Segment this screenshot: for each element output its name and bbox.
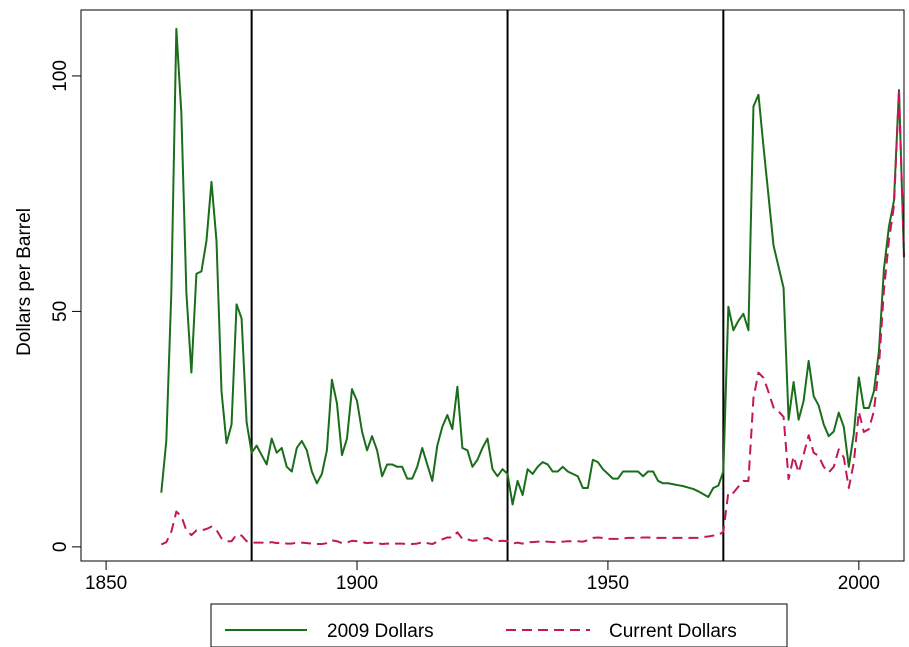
legend: 2009 Dollars Current Dollars	[210, 603, 788, 647]
series-line-2009-dollars	[160, 27, 905, 506]
series-line-current-dollars	[160, 89, 905, 546]
plot-area	[80, 9, 905, 562]
x-tick-label-1950: 1950	[587, 573, 629, 594]
y-axis: 0 50 100	[50, 60, 81, 552]
y-tick-label-50: 50	[50, 301, 71, 322]
x-tick-label-1900: 1900	[336, 573, 378, 594]
legend-label-current-dollars: Current Dollars	[609, 621, 737, 642]
y-tick-label-100: 100	[50, 60, 71, 92]
series-lines	[160, 27, 905, 546]
x-tick-label-1850: 1850	[85, 573, 127, 594]
x-tick-label-2000: 2000	[838, 573, 880, 594]
y-tick-label-0: 0	[50, 542, 71, 553]
legend-box	[210, 603, 788, 647]
plot-frame	[80, 9, 905, 562]
x-axis: 1850 1900 1950 2000	[85, 561, 880, 594]
y-axis-title: Dollars per Barrel	[14, 208, 35, 356]
legend-label-2009-dollars: 2009 Dollars	[327, 621, 434, 642]
